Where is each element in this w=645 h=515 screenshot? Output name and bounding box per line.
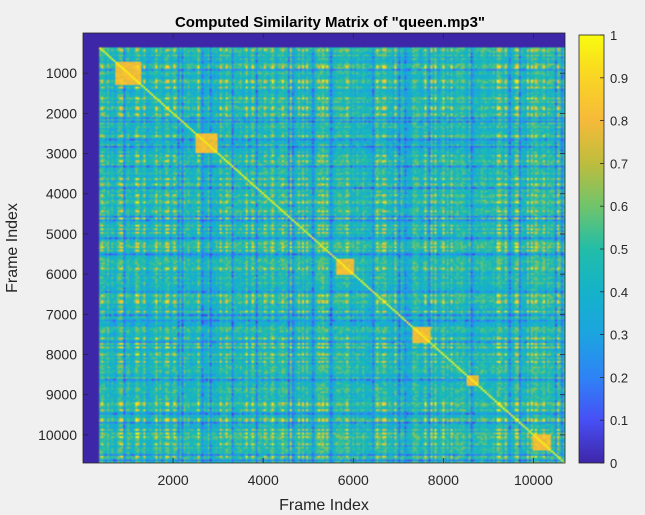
x-tick-label: 8000 [428,472,459,488]
y-tick-label: 7000 [46,306,77,322]
y-tick-label: 9000 [46,387,77,403]
colorbar-tick-label: 0.8 [610,114,628,129]
colorbar-ticks: 0 0.1 0.2 0.3 0.4 0.5 0.6 0.7 0.8 0.9 1 [600,28,628,471]
y-tick-label: 5000 [46,226,77,242]
colorbar-gradient [578,34,605,464]
y-tick-label: 4000 [46,186,77,202]
y-tick-label: 1000 [46,65,77,81]
colorbar-tick-label: 1 [610,28,617,43]
colorbar: 0 0.1 0.2 0.3 0.4 0.5 0.6 0.7 0.8 0.9 1 [578,28,628,471]
colorbar-tick-label: 0.7 [610,156,628,171]
colorbar-tick-label: 0.5 [610,242,628,257]
colorbar-tick-label: 0.9 [610,71,628,86]
y-tick-label: 8000 [46,346,77,362]
colorbar-tick-label: 0.6 [610,199,628,214]
x-axis-label: Frame Index [279,497,369,514]
y-axis-ticks: 1000 2000 3000 4000 5000 6000 7000 8000 9000 1000… [38,65,565,443]
x-tick-label: 4000 [248,472,279,488]
y-tick-label: 10000 [38,427,77,443]
y-axis-label: Frame Index [4,203,21,293]
x-tick-label: 6000 [338,472,369,488]
colorbar-tick-label: 0.1 [610,413,628,428]
colorbar-tick-label: 0.2 [610,370,628,385]
plot-border [82,32,566,464]
colorbar-tick-label: 0 [610,456,617,471]
y-tick-label: 2000 [46,105,77,121]
heatmap-image [83,33,565,463]
plot-area [82,32,566,464]
x-tick-label: 2000 [158,472,189,488]
colorbar-tick-label: 0.3 [610,328,628,343]
x-tick-label: 10000 [514,472,553,488]
y-tick-label: 6000 [46,266,77,282]
x-axis-ticks: 2000 4000 6000 8000 10000 [158,33,553,488]
y-tick-label: 3000 [46,146,77,162]
colorbar-tick-label: 0.4 [610,285,628,300]
chart-title: Computed Similarity Matrix of "queen.mp3… [175,14,485,31]
